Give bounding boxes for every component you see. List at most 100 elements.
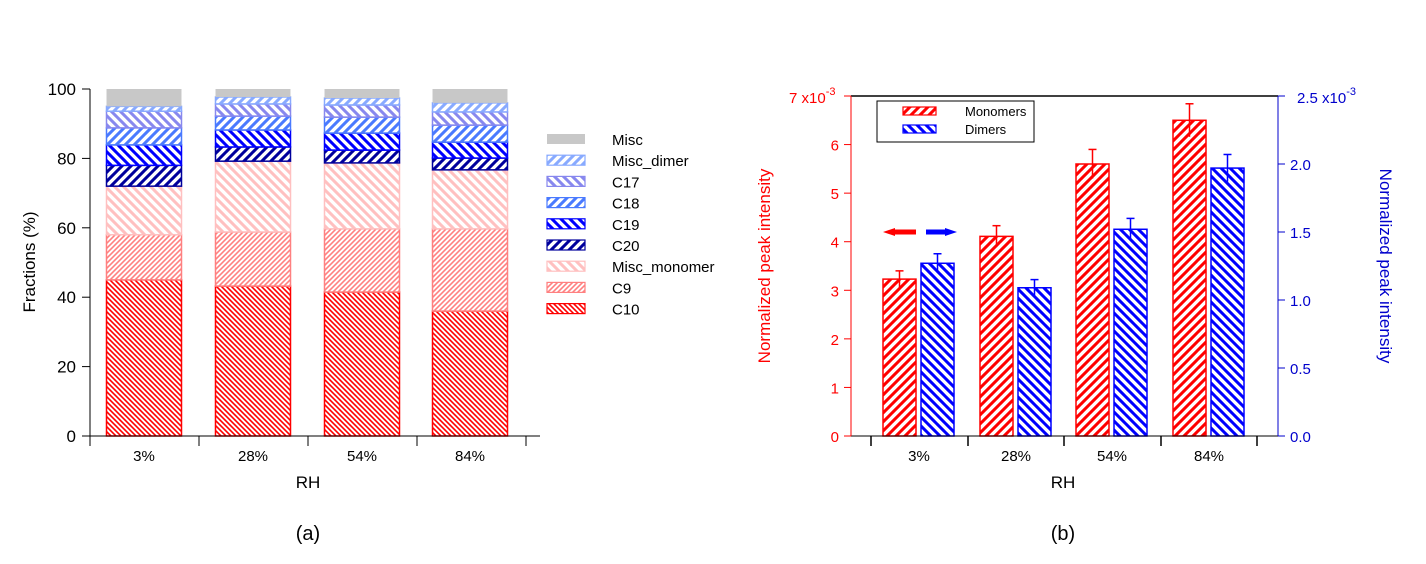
panel-a-y-ticks: 0 20 40 60 80 100 [48,80,90,446]
y-tick-label-60: 60 [57,219,76,238]
right-y-tick-label-1-0: 1.0 [1290,293,1311,310]
bar-segment-c20-84 [431,157,509,171]
panel-a-label: (a) [296,523,320,545]
legend-item-c18: C18 [546,196,640,213]
y-tick-label-100: 100 [48,80,76,99]
bar-segment-c10-28 [214,285,292,437]
legend-label-c19: C19 [612,217,640,234]
bar-segment-c10-3 [105,279,183,437]
legend-swatch-c9 [546,281,586,293]
panel-b-legend: Monomers Dimers [876,100,1035,143]
bar-monomers-54 [1075,163,1110,437]
bar-segment-c9-54 [323,228,401,293]
bar-segment-c18-54 [323,116,401,134]
panel-b-left-y-ticks: 0 1 2 3 4 5 6 [831,95,851,446]
panel-b-grouped-bar-chart: 0 1 2 3 4 5 6 0.0 0.5 1.0 1.5 2.0 3% 28% 54% 84% 7 x1… [755,86,1395,545]
left-y-tick-label-6: 6 [831,138,839,155]
legend-label-c9: C9 [612,280,631,297]
bar-segment-misc-dimer-84 [431,102,509,113]
bar-segment-c18-28 [214,115,292,131]
bar-segment-misc-dimer-3 [105,105,183,112]
bar-segment-c17-3 [105,110,183,129]
panel-b-left-y-axis-title: Normalized peak intensity [755,168,774,363]
x-tick-label-3: 3% [908,448,930,465]
bar-monomers-28 [979,235,1014,437]
panel-a-y-axis-title: Fractions (%) [20,211,39,312]
error-bar-dimers-28 [1030,278,1039,296]
legend-swatch-misc [547,134,585,144]
legend-swatch-monomers [902,106,937,116]
bar-segment-c19-28 [214,129,292,148]
y-tick-label-20: 20 [57,358,76,377]
panel-a-bars [105,89,509,437]
legend-item-misc-dimer: Misc_dimer [546,153,689,170]
y-tick-label-80: 80 [57,149,76,168]
left-y-tick-label-2: 2 [831,332,839,349]
error-bar-dimers-84 [1223,153,1232,182]
x-tick-label-54: 54% [347,448,377,465]
legend-swatch-c20 [546,239,586,251]
bar-segment-c19-54 [323,132,401,151]
legend-swatch-misc-dimer [546,154,586,166]
x-tick-label-28: 28% [238,448,268,465]
bar-segment-misc-monomer-84 [431,169,509,230]
error-bar-monomers-28 [992,224,1001,248]
bar-segment-c19-84 [431,141,509,159]
panel-b-bars [882,103,1245,437]
left-y-tick-label-3: 3 [831,283,839,300]
panel-b-left-multiplier-base: 7 x10 [789,90,826,107]
bar-segment-c10-84 [431,310,509,437]
panel-a-x-axis-title: RH [296,473,321,492]
bar-monomers-84 [1172,119,1207,437]
error-bar-dimers-54 [1126,217,1135,241]
arrow-left-icon [883,228,916,236]
legend-item-c19: C19 [546,217,640,234]
left-y-tick-label-5: 5 [831,186,839,203]
panel-b-left-multiplier-exp: -3 [826,86,836,98]
x-tick-label-84: 84% [1194,448,1224,465]
legend-item-c9: C9 [546,280,631,297]
bar-segment-c18-3 [105,127,183,146]
legend-swatch-c18 [546,197,586,209]
panel-b-right-multiplier: 2.5 x10-3 [1297,86,1356,107]
legend-swatch-c10 [546,303,586,315]
bar-dimers-3 [920,262,955,437]
error-bar-monomers-54 [1088,148,1097,179]
legend-swatch-misc-monomer [546,260,586,272]
panel-a-stacked-bar-chart: 0 20 40 60 80 100 3% 28% 54% 84% Fractions (%) R… [20,80,715,545]
bar-segment-c9-3 [105,233,183,281]
legend-label-dimers: Dimers [965,122,1007,137]
bar-segment-c9-28 [214,231,292,287]
bar-segment-c18-84 [431,124,509,143]
y-tick-label-40: 40 [57,288,76,307]
bar-segment-c20-3 [105,164,183,187]
bar-dimers-84 [1210,167,1245,437]
left-y-tick-label-4: 4 [831,235,839,252]
right-y-tick-label-1-5: 1.5 [1290,225,1311,242]
left-y-tick-label-0: 0 [831,429,839,446]
y-tick-label-0: 0 [67,427,76,446]
legend-item-misc-monomer: Misc_monomer [546,259,715,276]
bar-segment-c17-84 [431,111,509,126]
bar-segment-c17-54 [323,104,401,118]
bar-monomers-3 [882,278,917,437]
panel-a-axes [89,89,540,437]
bar-segment-misc-monomer-3 [105,185,183,236]
legend-label-c10: C10 [612,302,640,319]
panel-b-right-y-ticks: 0.0 0.5 1.0 1.5 2.0 [1278,95,1311,446]
legend-item-misc: Misc [547,132,643,149]
x-tick-label-28: 28% [1001,448,1031,465]
bar-segment-c20-54 [323,149,401,164]
legend-label-c18: C18 [612,196,640,213]
arrow-right-icon [926,228,957,236]
bar-segment-c17-28 [214,103,292,117]
legend-item-c10: C10 [546,302,640,319]
panel-b-x-axis-title: RH [1051,473,1076,492]
legend-label-misc: Misc [612,132,643,149]
panel-b-axis-arrows [883,228,957,236]
error-bar-monomers-3 [895,270,904,288]
legend-swatch-c19 [546,218,586,230]
legend-item-c17: C17 [546,174,640,191]
legend-item-c20: C20 [546,238,640,255]
